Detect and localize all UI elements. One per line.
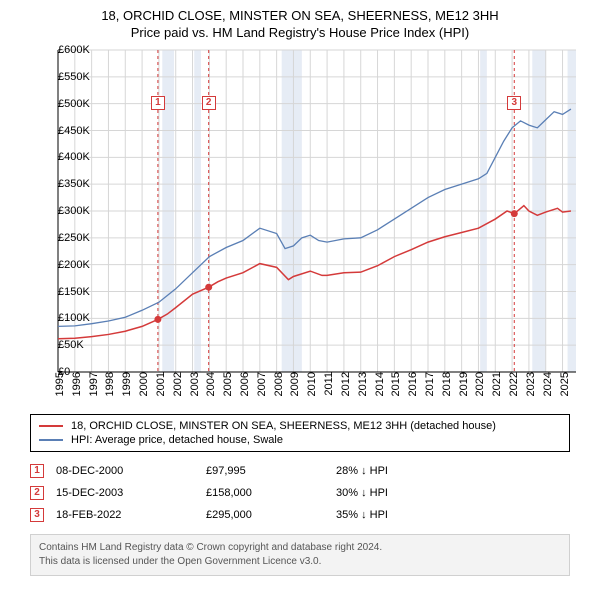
x-tick-label: 1998 — [104, 372, 116, 396]
sale-diff: 30% ↓ HPI — [336, 487, 570, 499]
sale-price: £158,000 — [206, 487, 336, 499]
sale-date: 08-DEC-2000 — [56, 465, 206, 477]
sale-marker: 3 — [30, 508, 44, 522]
title-address: 18, ORCHID CLOSE, MINSTER ON SEA, SHEERN… — [10, 8, 590, 23]
x-tick-label: 2006 — [239, 372, 251, 396]
x-tick-label: 2007 — [256, 372, 268, 396]
sale-price: £295,000 — [206, 509, 336, 521]
x-tick-label: 2024 — [542, 372, 554, 396]
x-tick-label: 2009 — [289, 372, 301, 396]
sale-marker: 2 — [30, 486, 44, 500]
legend-item: HPI: Average price, detached house, Swal… — [39, 433, 561, 447]
chart-svg — [20, 46, 580, 376]
x-tick-label: 2020 — [474, 372, 486, 396]
x-tick-label: 2000 — [138, 372, 150, 396]
legend-swatch — [39, 439, 63, 441]
x-tick-label: 1995 — [54, 372, 66, 396]
sale-date: 15-DEC-2003 — [56, 487, 206, 499]
plot-area: £0£50K£100K£150K£200K£250K£300K£350K£400… — [20, 46, 580, 376]
legend-label: 18, ORCHID CLOSE, MINSTER ON SEA, SHEERN… — [71, 420, 496, 432]
x-tick-label: 2016 — [407, 372, 419, 396]
x-tick-label: 2025 — [559, 372, 571, 396]
sale-date: 18-FEB-2022 — [56, 509, 206, 521]
chart-sale-marker: 3 — [507, 96, 521, 110]
x-tick-label: 2012 — [340, 372, 352, 396]
x-tick-label: 1999 — [121, 372, 133, 396]
legend-swatch — [39, 425, 63, 427]
x-tick-label: 2014 — [374, 372, 386, 396]
sale-row: 2 15-DEC-2003£158,00030% ↓ HPI — [30, 482, 570, 504]
x-tick-label: 2001 — [155, 372, 167, 396]
x-tick-label: 2019 — [458, 372, 470, 396]
x-tick-label: 2008 — [273, 372, 285, 396]
sale-row: 3 18-FEB-2022£295,00035% ↓ HPI — [30, 504, 570, 526]
x-tick-label: 2010 — [306, 372, 318, 396]
x-tick-label: 2005 — [222, 372, 234, 396]
x-tick-label: 2003 — [189, 372, 201, 396]
x-tick-label: 2002 — [172, 372, 184, 396]
x-tick-label: 1996 — [71, 372, 83, 396]
x-tick-label: 2022 — [508, 372, 520, 396]
sale-row: 1 08-DEC-2000£97,99528% ↓ HPI — [30, 460, 570, 482]
x-tick-label: 2015 — [390, 372, 402, 396]
x-tick-label: 2017 — [424, 372, 436, 396]
footer-attribution: Contains HM Land Registry data © Crown c… — [30, 534, 570, 576]
footer-line1: Contains HM Land Registry data © Crown c… — [39, 541, 561, 555]
x-tick-label: 2004 — [205, 372, 217, 396]
x-tick-label: 2018 — [441, 372, 453, 396]
chart-sale-marker: 1 — [151, 96, 165, 110]
sales-table: 1 08-DEC-2000£97,99528% ↓ HPI 2 15-DEC-2003… — [30, 460, 570, 526]
x-tick-label: 2013 — [357, 372, 369, 396]
sale-marker: 1 — [30, 464, 44, 478]
chart-titles: 18, ORCHID CLOSE, MINSTER ON SEA, SHEERN… — [10, 8, 590, 40]
sale-price: £97,995 — [206, 465, 336, 477]
x-tick-label: 1997 — [88, 372, 100, 396]
legend: 18, ORCHID CLOSE, MINSTER ON SEA, SHEERN… — [30, 414, 570, 452]
legend-label: HPI: Average price, detached house, Swal… — [71, 434, 283, 446]
x-tick-label: 2023 — [525, 372, 537, 396]
footer-line2: This data is licensed under the Open Gov… — [39, 555, 561, 569]
sale-diff: 28% ↓ HPI — [336, 465, 570, 477]
title-subtitle: Price paid vs. HM Land Registry's House … — [10, 25, 590, 40]
sale-diff: 35% ↓ HPI — [336, 509, 570, 521]
chart-sale-marker: 2 — [202, 96, 216, 110]
x-tick-label: 2021 — [491, 372, 503, 396]
chart-container: 18, ORCHID CLOSE, MINSTER ON SEA, SHEERN… — [0, 0, 600, 586]
legend-item: 18, ORCHID CLOSE, MINSTER ON SEA, SHEERN… — [39, 419, 561, 433]
x-tick-label: 2011 — [323, 372, 335, 396]
